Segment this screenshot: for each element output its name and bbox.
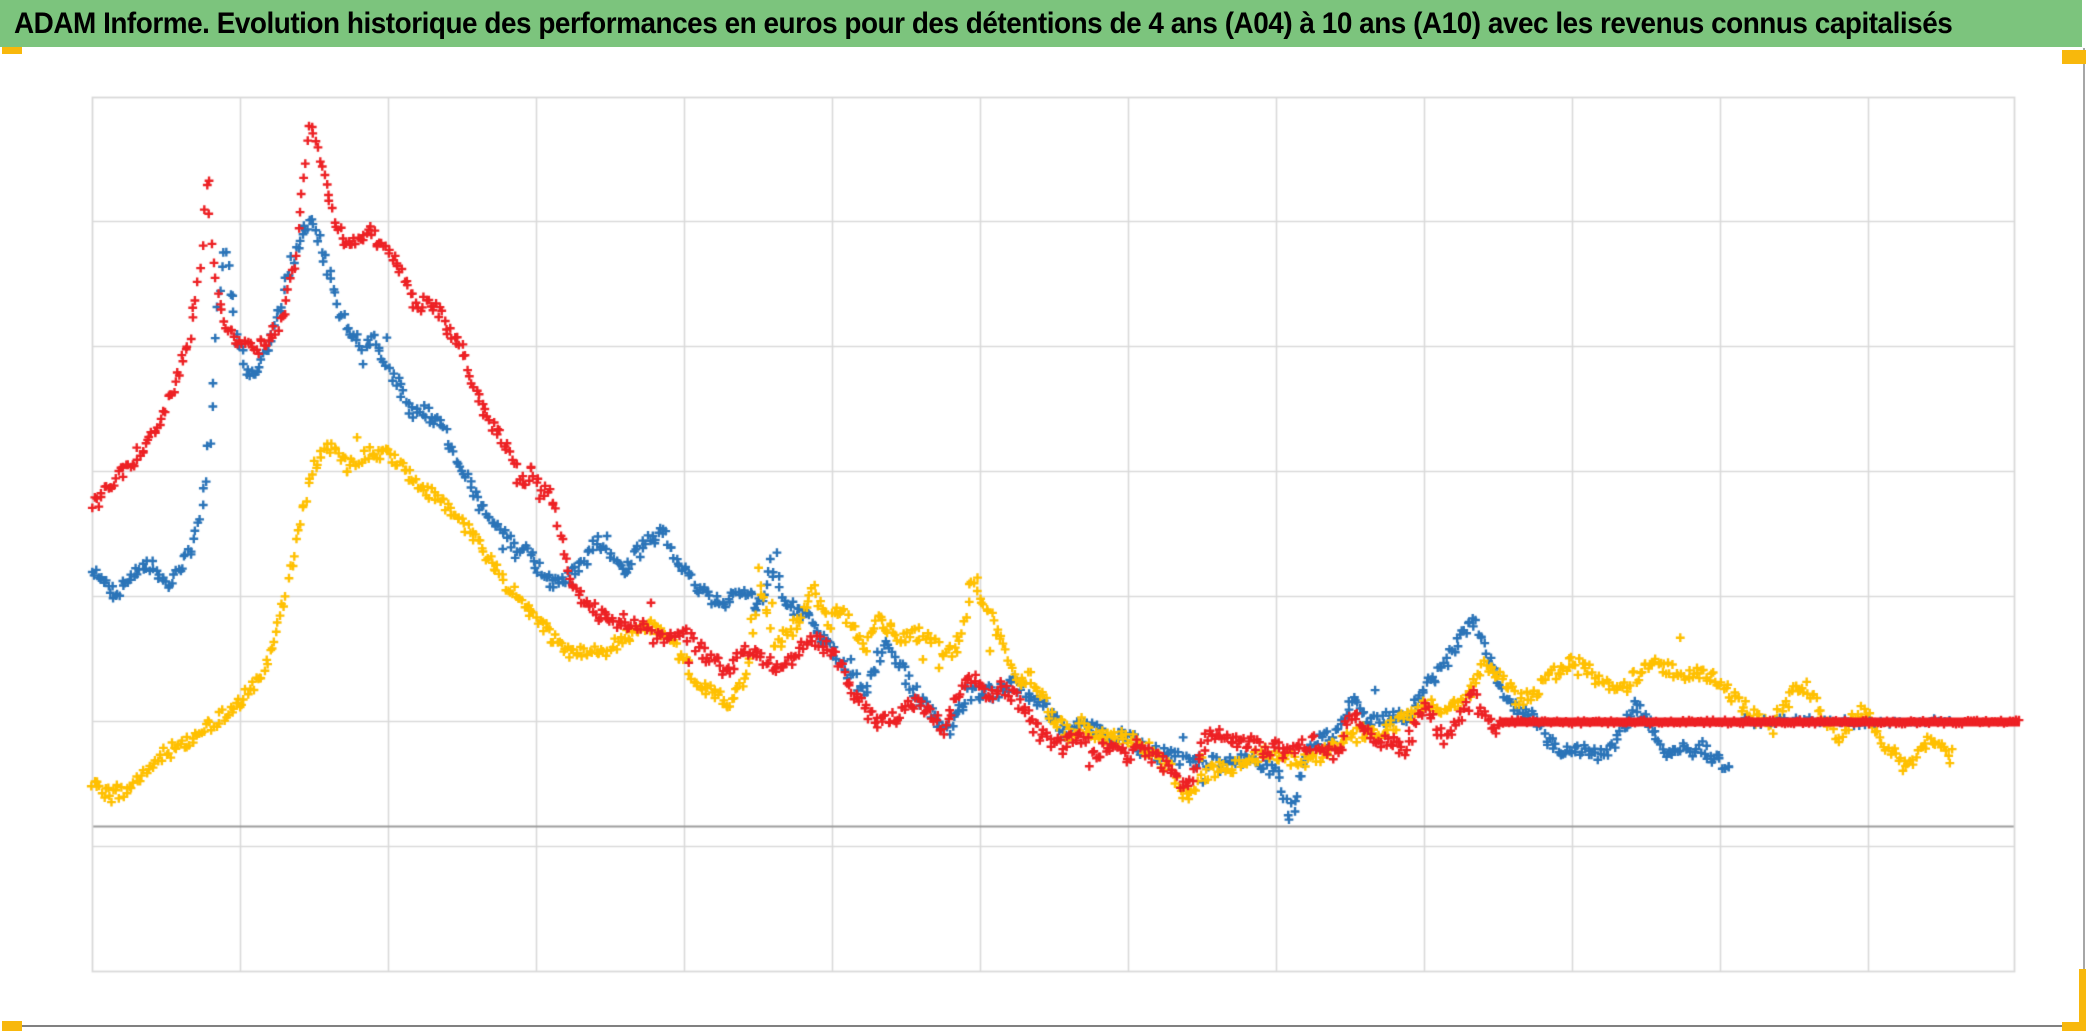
accent-bottom-right-bracket-v	[2079, 969, 2086, 1031]
accent-top-left-dash	[2, 47, 22, 54]
accent-bottom-left-dash	[2, 1021, 22, 1031]
accent-bottom-right-bracket-h	[2062, 1022, 2086, 1031]
right-edge-line	[2083, 48, 2085, 1031]
accent-top-right-bracket	[2062, 50, 2086, 64]
bottom-edge-line	[22, 1025, 2062, 1027]
